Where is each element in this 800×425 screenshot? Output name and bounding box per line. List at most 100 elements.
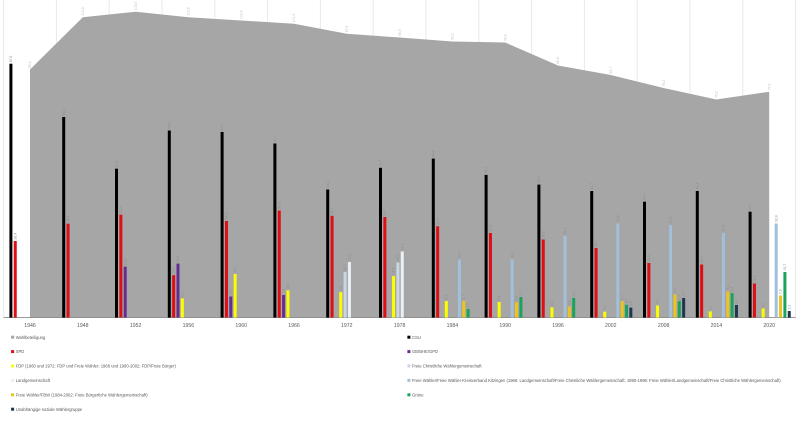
svg-text:96,6: 96,6 [398,29,402,36]
svg-text:2,0: 2,0 [603,305,607,310]
svg-text:6,6: 6,6 [180,292,184,297]
svg-text:Grüne: Grüne [412,392,424,397]
svg-text:15,7: 15,7 [783,264,787,271]
svg-text:28,1: 28,1 [563,228,567,235]
svg-text:64,0: 64,0 [220,124,224,131]
svg-text:26,4: 26,4 [13,233,17,240]
svg-text:43,7: 43,7 [590,183,594,190]
svg-text:8,4: 8,4 [730,287,734,292]
svg-text:7,8: 7,8 [282,289,286,294]
svg-text:33,3: 33,3 [225,213,229,220]
svg-text:18,8: 18,8 [647,255,651,262]
svg-text:Freie Wähler/FBW (1984-2002: F: Freie Wähler/FBW (1984-2002: Freie Bürge… [16,392,149,397]
svg-text:Wahlbeteiligung: Wahlbeteiligung [16,335,46,340]
svg-text:102,4: 102,4 [239,10,243,19]
svg-text:29,2: 29,2 [722,225,726,232]
svg-text:6,8: 6,8 [682,292,686,297]
svg-text:54,8: 54,8 [431,150,435,157]
svg-text:60,0: 60,0 [273,135,277,142]
svg-text:19,0: 19,0 [396,254,400,261]
svg-text:1946: 1946 [24,323,36,329]
svg-text:32,4: 32,4 [66,215,70,222]
svg-text:1972: 1972 [341,323,353,329]
svg-text:7,6: 7,6 [779,289,783,294]
svg-text:5,7: 5,7 [444,295,448,300]
svg-text:22,8: 22,8 [400,243,404,250]
svg-text:14,3: 14,3 [392,268,396,275]
svg-text:83,7: 83,7 [609,67,613,74]
svg-text:2,3: 2,3 [787,305,791,310]
svg-text:3,8: 3,8 [568,300,572,305]
svg-text:1990: 1990 [499,323,511,329]
svg-text:1948: 1948 [77,323,89,329]
svg-text:1984: 1984 [447,323,459,329]
svg-text:95,2: 95,2 [451,33,455,40]
svg-text:Freie Wähler/Freie Wähler Krei: Freie Wähler/Freie Wähler Kreisverband K… [412,378,781,383]
svg-text:35,5: 35,5 [119,206,123,213]
svg-text:19,2: 19,2 [348,254,352,261]
svg-text:8,8: 8,8 [339,286,343,291]
svg-text:7,3: 7,3 [229,290,233,295]
svg-text:15,7: 15,7 [343,264,347,271]
svg-text:1978: 1978 [394,323,406,329]
svg-text:75,2: 75,2 [715,91,719,98]
svg-text:2,1: 2,1 [708,305,712,310]
svg-text:24,0: 24,0 [594,240,598,247]
svg-text:105,5: 105,5 [134,2,138,11]
svg-text:64,5: 64,5 [167,122,171,129]
svg-text:3,1: 3,1 [761,302,765,307]
svg-text:103,6: 103,6 [81,7,85,16]
svg-text:85,6: 85,6 [28,61,32,68]
svg-text:5,7: 5,7 [677,295,681,300]
svg-text:1960: 1960 [235,323,247,329]
svg-text:Freie Christliche Wählergemein: Freie Christliche Wählergemeinschaft [412,364,482,369]
svg-text:1966: 1966 [288,323,300,329]
svg-text:Unabhängige soziale Wählergrup: Unabhängige soziale Wählergruppe [16,407,83,412]
svg-text:9,0: 9,0 [726,285,730,290]
svg-text:49,2: 49,2 [484,167,488,174]
svg-text:4,3: 4,3 [735,299,739,304]
svg-text:87,6: 87,6 [9,55,13,62]
svg-text:34,7: 34,7 [383,209,387,216]
svg-text:32,4: 32,4 [616,215,620,222]
svg-text:2020: 2020 [763,323,775,329]
svg-text:Landgemeinschaft: Landgemeinschaft [16,378,51,383]
svg-text:94,9: 94,9 [503,34,507,41]
svg-text:FDP (1960 und 1972: FDP und Fr: FDP (1960 und 1972: FDP und Freie Wähler… [16,364,177,369]
svg-text:2008: 2008 [658,323,670,329]
svg-text:40,0: 40,0 [643,193,647,200]
svg-text:4,4: 4,4 [625,298,629,303]
svg-text:1956: 1956 [183,323,195,329]
svg-text:29,2: 29,2 [489,225,493,232]
svg-text:1996: 1996 [552,323,564,329]
svg-text:44,2: 44,2 [326,181,330,188]
svg-text:45,9: 45,9 [537,176,541,183]
svg-text:2002: 2002 [605,323,617,329]
svg-text:5,7: 5,7 [462,295,466,300]
svg-text:43,7: 43,7 [695,183,699,190]
svg-text:7,1: 7,1 [519,291,523,296]
svg-text:86,9: 86,9 [556,57,560,64]
svg-text:77,9: 77,9 [767,83,771,90]
svg-text:8,0: 8,0 [673,288,677,293]
svg-text:26,9: 26,9 [541,231,545,238]
svg-text:2014: 2014 [711,323,723,329]
svg-text:31,9: 31,9 [669,217,673,224]
svg-text:5,3: 5,3 [515,296,519,301]
svg-text:15,0: 15,0 [233,266,237,273]
svg-text:97,9: 97,9 [345,26,349,33]
svg-text:14,6: 14,6 [172,267,176,274]
svg-text:6,8: 6,8 [572,292,576,297]
svg-text:36,5: 36,5 [748,203,752,210]
svg-text:18,3: 18,3 [700,256,704,263]
svg-text:3,5: 3,5 [550,301,554,306]
svg-text:1952: 1952 [130,323,142,329]
svg-text:3,0: 3,0 [466,303,470,308]
svg-text:31,5: 31,5 [436,218,440,225]
svg-text:18,6: 18,6 [176,255,180,262]
svg-text:36,9: 36,9 [277,202,281,209]
svg-text:79,2: 79,2 [662,80,666,87]
svg-text:SPD: SPD [16,349,25,354]
svg-text:20,0: 20,0 [458,251,462,258]
svg-text:5,4: 5,4 [497,296,501,301]
